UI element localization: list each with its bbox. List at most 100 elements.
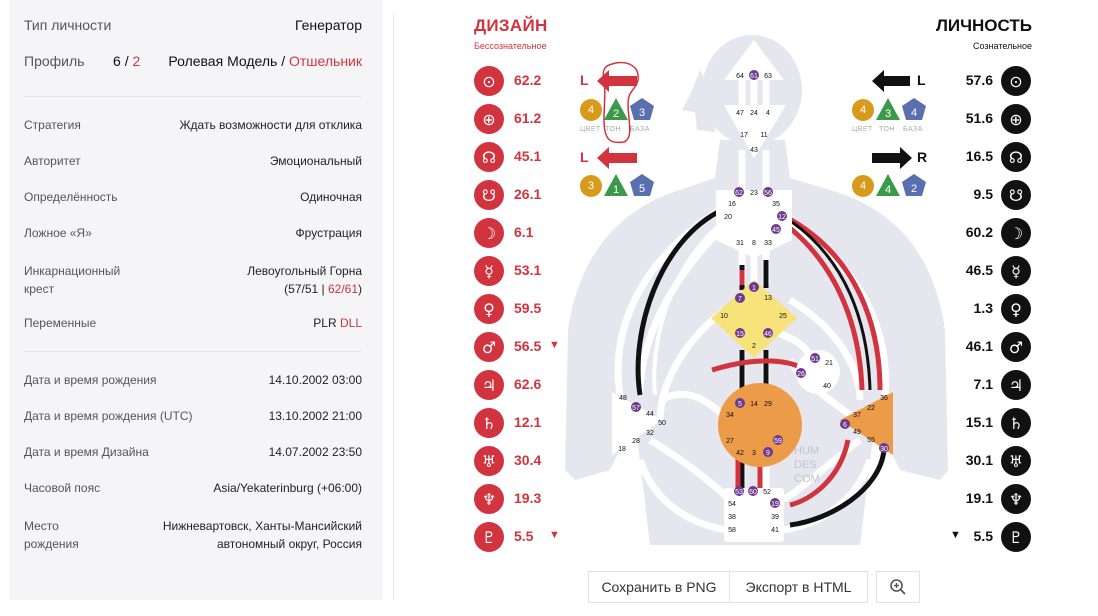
personality-planet-value: 57.6 <box>965 72 993 88</box>
design-planet-value: 62.6 <box>514 376 542 392</box>
definition-label: Определённость <box>24 190 118 204</box>
design-planet-value: 19.3 <box>514 490 542 506</box>
gate-61: 61 <box>750 73 758 80</box>
annotation-outline <box>602 61 639 144</box>
gate-40: 40 <box>823 383 831 390</box>
pluto-icon: ♇ <box>474 522 504 552</box>
place-value-1: Нижневартовск, Ханты-Мансийский <box>162 519 362 533</box>
sacral-center <box>718 383 802 467</box>
design-arrow-1-letter: L <box>580 72 589 88</box>
gate-59: 59 <box>774 438 782 445</box>
south-node-icon: ☋ <box>1001 180 1031 210</box>
gate-14: 14 <box>750 401 758 408</box>
watermark-line-1: HUM <box>794 445 819 457</box>
gate-64: 64 <box>736 73 744 80</box>
ctb-color-label: ЦВЕТ <box>580 126 601 133</box>
zoom-in-button[interactable] <box>876 571 920 603</box>
gate-54: 54 <box>728 501 736 508</box>
gate-63: 63 <box>764 73 772 80</box>
gate-42: 42 <box>736 450 744 457</box>
save-png-button[interactable]: Сохранить в PNG <box>588 571 730 603</box>
gate-2: 2 <box>752 343 756 350</box>
gate-8: 8 <box>752 240 756 247</box>
gate-11: 11 <box>760 132 767 139</box>
design-planet-value: 61.2 <box>514 110 542 126</box>
venus-icon: ♀ <box>474 294 504 324</box>
variables-b: DLL <box>339 316 362 330</box>
personality-planet-value: 30.1 <box>965 452 993 468</box>
design-base-value-2: 5 <box>639 183 645 195</box>
profile-name-b: Отшельник <box>289 53 362 69</box>
cross-value-1: Левоугольный Горна <box>247 264 362 278</box>
right-arrow-icon <box>872 147 912 169</box>
gate-19: 19 <box>771 501 779 508</box>
definition-value: Одиночная <box>300 190 362 204</box>
watermark-line-3: COM <box>794 473 820 485</box>
design-planet-value: 30.4 <box>514 452 542 468</box>
design-planet-value: 5.5 <box>514 528 534 544</box>
personality-planet-value: 5.5 <box>973 528 993 544</box>
strategy-value: Ждать возможности для отклика <box>179 118 362 132</box>
g-center <box>711 280 797 358</box>
design-base-badge-1: 3 <box>630 98 654 120</box>
personality-planet-row: ♃ 7.1 <box>940 370 1032 400</box>
gate-43: 43 <box>750 147 758 154</box>
design-planet-row: ♃ 62.6 <box>474 370 564 400</box>
design-planet-row: ☋ 26.1 <box>474 180 564 210</box>
variables-label: Переменные <box>24 316 97 330</box>
design-dt-value: 14.07.2002 23:50 <box>268 445 362 459</box>
place-row: Место рождения Нижневартовск, Ханты-Манс… <box>24 517 362 553</box>
personality-planet-row: ⊙ 57.6 <box>940 66 1032 96</box>
profile-name-slash: / <box>281 53 286 69</box>
personality-base-badge-1: 4 <box>902 98 926 120</box>
notself-value: Фрустрация <box>295 226 362 240</box>
personality-planet-value: 15.1 <box>965 414 993 430</box>
gate-22: 22 <box>867 405 875 412</box>
gate-35: 35 <box>772 201 780 208</box>
export-html-button[interactable]: Экспорт в HTML <box>729 571 868 603</box>
design-planet-value: 53.1 <box>514 262 542 278</box>
cross-label: Инкарнационный крест <box>24 262 120 298</box>
divider <box>24 96 362 97</box>
personality-base-badge-2: 2 <box>902 174 926 196</box>
type-value: Генератор <box>294 17 362 33</box>
sun-icon: ⊙ <box>474 66 504 96</box>
design-title: ДИЗАЙН <box>474 16 548 35</box>
profile-a: 6 <box>113 53 121 69</box>
design-tone-badge-2: 1 <box>604 174 628 196</box>
design-planet-row: ⊙ 62.2 <box>474 66 564 96</box>
design-planet-value: 56.5 <box>514 338 542 354</box>
gate-55: 55 <box>867 437 875 444</box>
left-arrow-icon <box>597 70 637 92</box>
strategy-label: Стратегия <box>24 118 81 132</box>
ctb-color-label-2: ЦВЕТ <box>852 126 873 133</box>
birth-dt-label: Дата и время рождения <box>24 373 157 387</box>
design-tone-value-1: 2 <box>613 108 619 120</box>
personality-color-badge-2: 4 <box>852 175 874 197</box>
jupiter-icon: ♃ <box>474 370 504 400</box>
gate-7: 7 <box>738 296 742 303</box>
personality-subtitle: Сознательное <box>973 41 1032 51</box>
gate-6: 6 <box>843 422 847 429</box>
personality-tone-value-1: 3 <box>885 108 891 120</box>
design-tone-badge-1: 2 <box>604 98 628 120</box>
personality-planet-value: 51.6 <box>965 110 993 126</box>
left-arrow-icon <box>597 147 637 169</box>
gate-3: 3 <box>752 450 756 457</box>
saturn-icon: ♄ <box>474 408 504 438</box>
design-planet-row: ♂ 56.5 ▼ <box>474 332 564 362</box>
personality-planet-value: 16.5 <box>965 148 993 164</box>
design-color-badge-1: 4 <box>580 99 602 121</box>
cross-value: Левоугольный Горна (57/51 | 62/61) <box>247 262 362 298</box>
gate-23: 23 <box>750 190 758 197</box>
gate-17: 17 <box>740 132 748 139</box>
gate-13: 13 <box>764 295 772 302</box>
gate-51: 51 <box>811 356 819 363</box>
gate-47: 47 <box>736 110 744 117</box>
south-node-icon: ☋ <box>474 180 504 210</box>
gate-27: 27 <box>726 438 734 445</box>
design-planet-row: ♄ 12.1 <box>474 408 564 438</box>
personality-planet-row: ♇ 5.5 ▼ <box>940 522 1032 552</box>
gate-labels: 64 61 63 47 24 4 17 11 43 62 23 56 16 35… <box>618 70 889 534</box>
ajna-center <box>724 105 786 158</box>
